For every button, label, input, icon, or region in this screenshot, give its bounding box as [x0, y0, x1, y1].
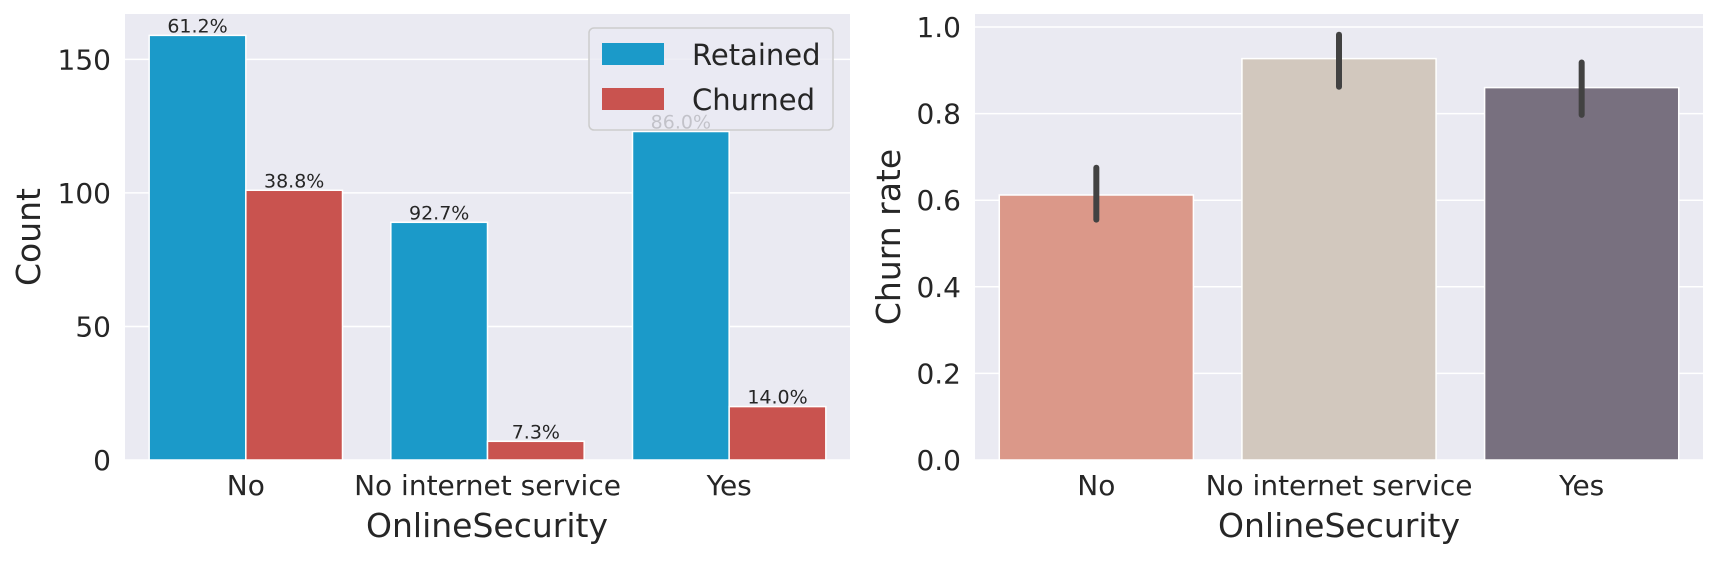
legend-swatch-retained: [602, 43, 664, 65]
bar-churned-no-internet-service: [486, 440, 585, 461]
bar-churned-no: [245, 189, 344, 461]
data-label-churned-no-internet-service: 7.3%: [512, 421, 560, 443]
data-label-retained-no-internet-service: 92.7%: [409, 202, 469, 224]
count-x-tick-label: Yes: [706, 469, 752, 502]
bar-churn-rate-no: [998, 194, 1195, 461]
count-y-tick-label: 50: [75, 310, 111, 343]
churn-rate-y-tick-label: 0.0: [916, 444, 961, 477]
legend: Retained Churned: [588, 27, 834, 131]
churn-rate-x-axis-label: OnlineSecurity: [1218, 506, 1460, 545]
count-x-ticks: No No internet service Yes: [227, 469, 752, 502]
churn-rate-y-axis-label: Churn rate: [869, 149, 908, 325]
count-bars: [148, 34, 827, 461]
count-y-axis-label: Count: [9, 188, 48, 286]
churn-rate-chart: 0.0 0.2 0.4 0.6 0.8 1.0 No No internet service…: [869, 11, 1703, 545]
bar-churned-yes: [728, 405, 827, 461]
count-x-axis-label: OnlineSecurity: [366, 506, 608, 545]
churn-rate-y-tick-label: 0.4: [916, 271, 961, 304]
count-x-tick-label: No: [227, 469, 265, 502]
count-y-tick-label: 100: [58, 177, 111, 210]
churn-rate-y-tick-label: 0.6: [916, 184, 961, 217]
bar-churn-rate-no-internet-service: [1241, 57, 1437, 461]
churn-rate-x-tick-label: No: [1077, 469, 1115, 502]
count-y-ticks: 0 50 100 150: [58, 43, 111, 477]
count-y-tick-label: 0: [93, 444, 111, 477]
churn-rate-x-ticks: No No internet service Yes: [1077, 469, 1604, 502]
legend-label-retained: Retained: [692, 38, 821, 72]
churn-rate-y-tick-label: 0.8: [916, 98, 961, 131]
bar-retained-no: [148, 34, 247, 461]
churn-rate-bars: [998, 57, 1680, 461]
count-x-tick-label: No internet service: [354, 469, 621, 502]
churn-rate-y-ticks: 0.0 0.2 0.4 0.6 0.8 1.0: [916, 11, 961, 477]
churn-rate-x-tick-label: No internet service: [1206, 469, 1473, 502]
data-label-churned-yes: 14.0%: [747, 387, 807, 409]
bar-retained-no-internet-service: [390, 221, 489, 461]
churn-rate-x-tick-label: Yes: [1558, 469, 1604, 502]
legend-label-churned: Churned: [692, 83, 815, 117]
legend-swatch-churned: [602, 88, 664, 110]
bar-churn-rate-yes: [1483, 86, 1680, 461]
data-label-churned-no: 38.8%: [264, 170, 324, 192]
bar-retained-yes: [631, 130, 730, 461]
churn-rate-error-bars: [1093, 31, 1585, 223]
data-label-retained-no: 61.2%: [167, 15, 227, 37]
churn-rate-y-tick-label: 1.0: [916, 11, 961, 44]
count-y-tick-label: 150: [58, 43, 111, 76]
churn-rate-y-tick-label: 0.2: [916, 357, 961, 390]
count-chart: 61.2%38.8%92.7%7.3%86.0%14.0% 050100150 …: [9, 14, 850, 545]
